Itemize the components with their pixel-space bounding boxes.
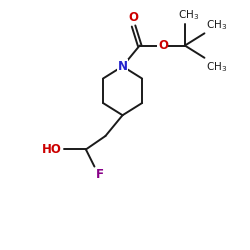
Text: CH$_3$: CH$_3$ (178, 8, 199, 22)
Text: CH$_3$: CH$_3$ (206, 60, 227, 74)
Text: CH$_3$: CH$_3$ (206, 18, 227, 32)
Text: O: O (128, 11, 138, 24)
Text: O: O (158, 39, 168, 52)
Text: F: F (96, 168, 104, 181)
Text: N: N (118, 60, 128, 73)
Text: HO: HO (42, 143, 62, 156)
